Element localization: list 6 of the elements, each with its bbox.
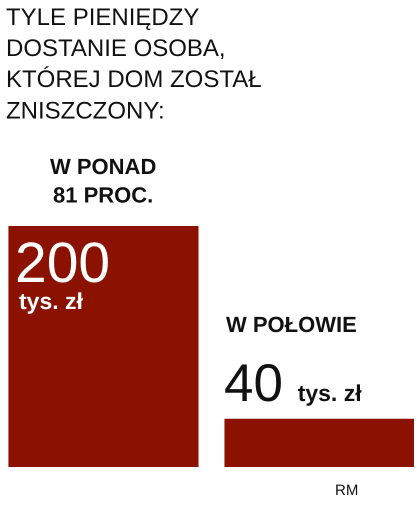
data-label: 200 tys. zł bbox=[15, 231, 110, 314]
x-tick-label: W POŁOWIE bbox=[226, 312, 357, 337]
chart-title: TYLE PIENIĘDZY DOSTANIE OSOBA, KTÓREJ DOM ZOSTAŁ ZNISZCZONY: bbox=[6, 4, 262, 124]
text: RM bbox=[335, 482, 358, 499]
data-label: 40 tys. zł bbox=[224, 354, 362, 413]
x-tick-label: W PONAD 81 PROC. bbox=[50, 154, 156, 208]
